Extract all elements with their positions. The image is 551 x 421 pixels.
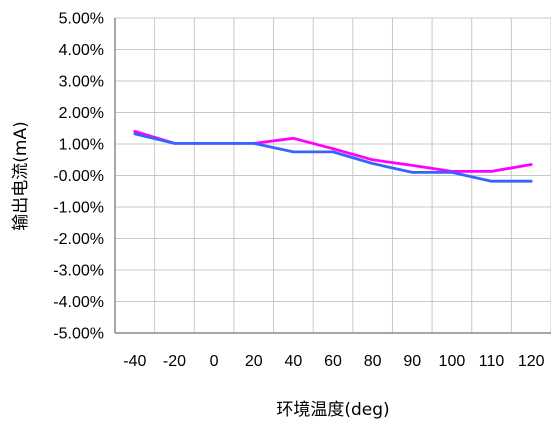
x-tick-label: 110 (479, 353, 505, 370)
x-axis-title: 环境温度(deg) (276, 400, 389, 420)
y-axis-title: 输出电流(mA) (11, 121, 31, 230)
y-tick-label: 3.00% (59, 74, 104, 91)
y-tick-label: -1.00% (53, 200, 104, 217)
y-tick-label: 5.00% (59, 11, 104, 28)
x-tick-label: 40 (284, 353, 302, 370)
axis-lines (114, 18, 551, 334)
x-tick-label: 100 (439, 353, 466, 370)
y-tick-labels: 5.00% 4.00% 3.00% 2.00% 1.00% -0.00% -1.00% -2.… (53, 11, 104, 343)
grid-lines (115, 17, 551, 334)
y-tick-label: 2.00% (59, 105, 104, 122)
x-tick-label: -20 (163, 353, 186, 370)
series-lines (133, 129, 533, 183)
y-tick-label: -0.00% (53, 168, 104, 185)
x-tick-label: 80 (364, 353, 382, 370)
y-tick-label: 4.00% (59, 42, 104, 59)
x-tick-label: 0 (210, 353, 219, 370)
y-tick-label: -5.00% (53, 326, 104, 343)
x-tick-label: 20 (245, 353, 263, 370)
x-tick-label: 90 (403, 353, 421, 370)
x-tick-label: -40 (123, 353, 146, 370)
series-line-2 (133, 132, 533, 183)
y-tick-label: -4.00% (53, 294, 104, 311)
x-tick-labels: -40 -20 0 20 40 60 80 90 100 110 120 (123, 353, 544, 370)
y-tick-label: -3.00% (53, 263, 104, 280)
x-tick-label: 60 (324, 353, 342, 370)
y-tick-label: 1.00% (59, 137, 104, 154)
y-tick-label: -2.00% (53, 231, 104, 248)
x-tick-label: 120 (518, 353, 545, 370)
